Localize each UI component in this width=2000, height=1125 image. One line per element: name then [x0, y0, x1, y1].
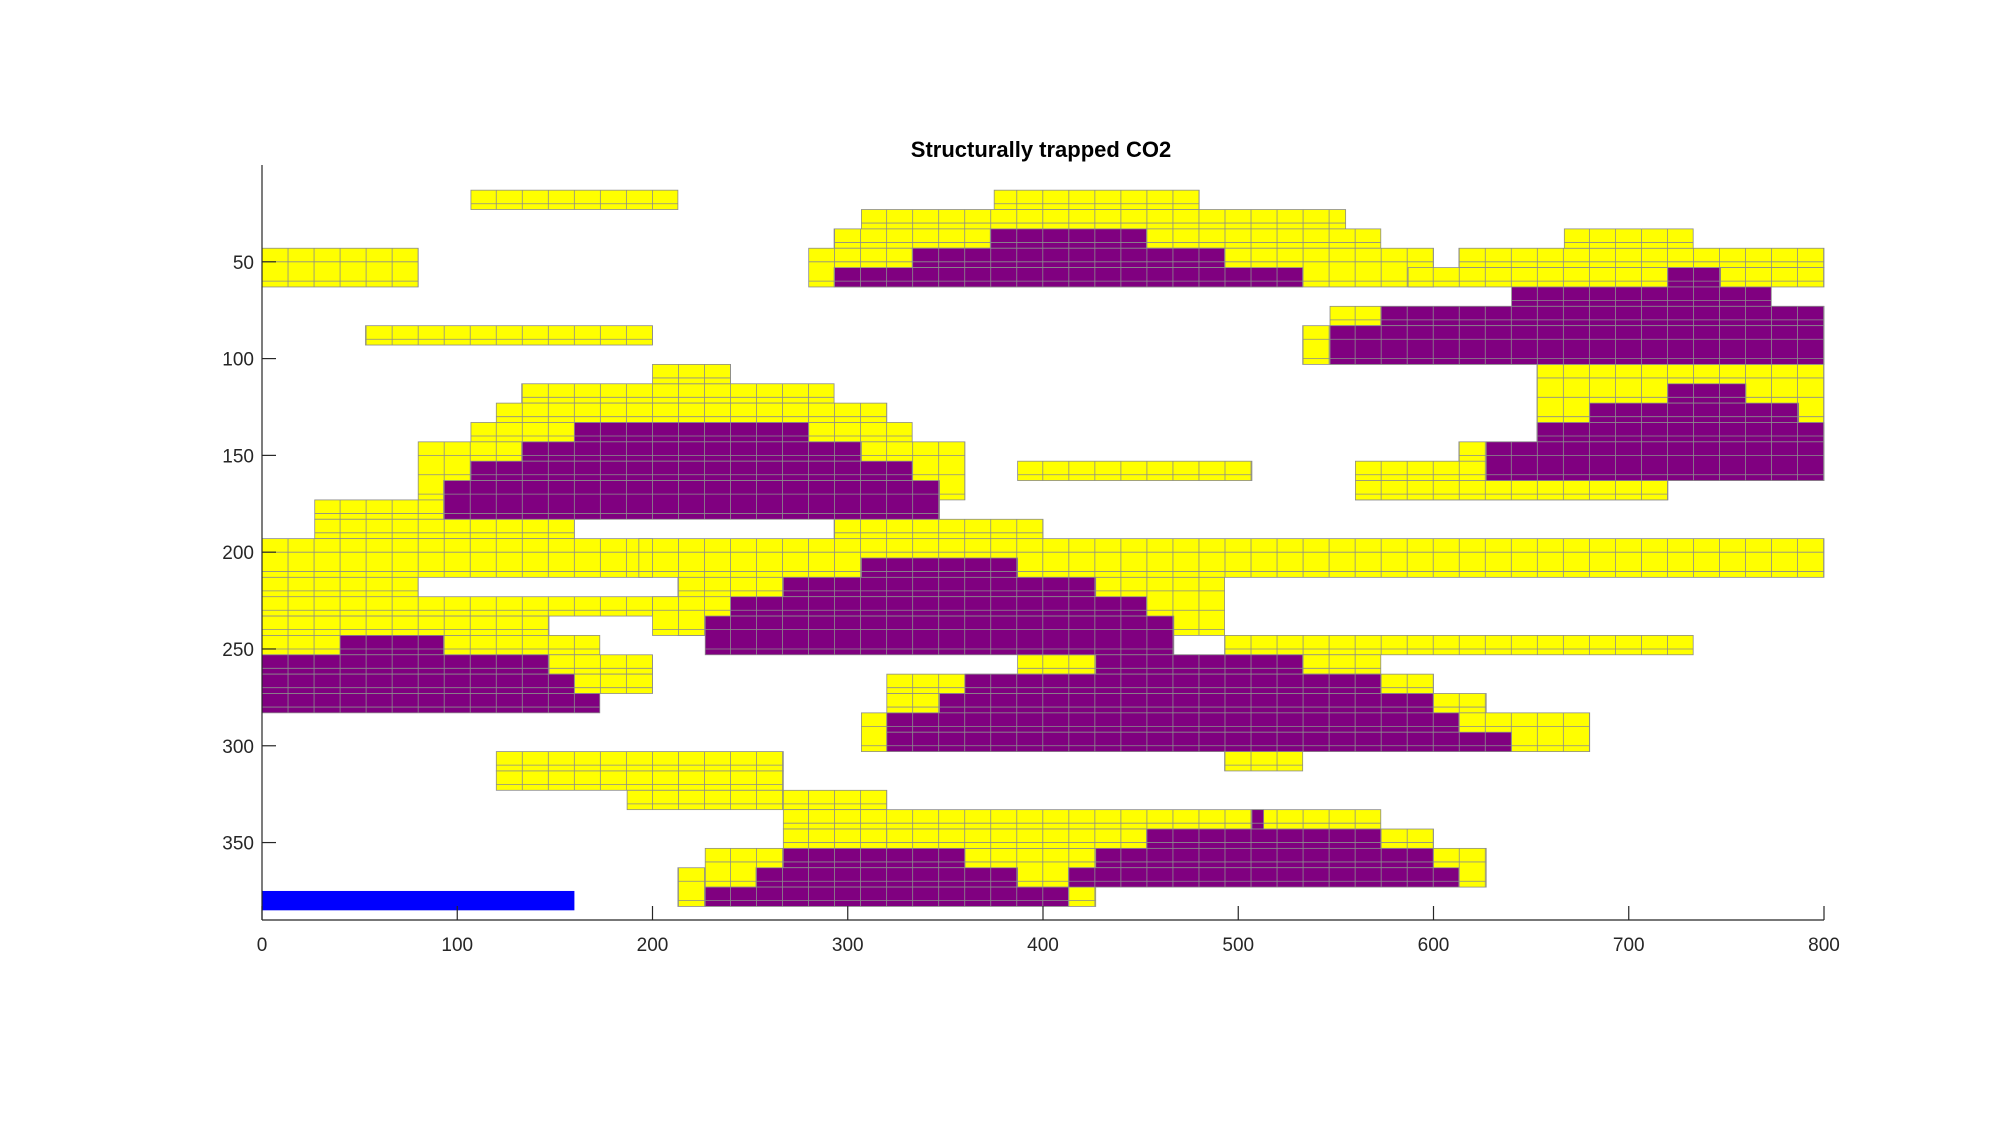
yellow-cell-grid — [495, 402, 888, 423]
yellow-region — [652, 364, 731, 384]
yellow-cell-grid — [365, 325, 653, 346]
purple-region — [1536, 422, 1824, 442]
y-ticks: 50 100 150 200 250 300 350 — [222, 253, 276, 855]
purple-region — [574, 422, 809, 442]
y-tick-label: 150 — [222, 446, 254, 467]
x-tick-label: 400 — [1027, 935, 1059, 956]
yellow-cell-grid — [1017, 460, 1253, 481]
yellow-region — [627, 790, 784, 810]
y-tick-label: 250 — [222, 640, 254, 661]
yellow-region — [262, 616, 550, 636]
yellow-cell-grid — [1563, 228, 1694, 249]
purple-region — [1380, 306, 1824, 326]
purple-cell-grid — [443, 480, 940, 520]
purple-cell-grid — [1329, 325, 1825, 365]
plot-area — [261, 189, 1825, 911]
purple-region — [443, 480, 940, 520]
yellow-region — [262, 596, 706, 617]
y-tick-label: 350 — [222, 834, 254, 855]
purple-cell-grid — [470, 460, 913, 481]
purple-region — [783, 577, 1096, 597]
yellow-region — [496, 770, 784, 791]
purple-region — [262, 693, 600, 713]
purple-cell-grid — [886, 731, 1512, 752]
purple-region — [990, 228, 1147, 249]
yellow-region — [783, 809, 1381, 830]
x-tick-label: 600 — [1418, 935, 1450, 956]
yellow-region — [496, 403, 887, 423]
yellow-cell-grid — [1224, 635, 1694, 656]
yellow-region — [638, 538, 1824, 578]
x-tick-label: 500 — [1222, 935, 1254, 956]
purple-cell-grid — [704, 615, 1175, 656]
yellow-region — [262, 538, 653, 578]
yellow-region — [783, 790, 887, 810]
yellow-region — [1017, 461, 1252, 481]
yellow-region — [861, 209, 1346, 229]
purple-cell-grid — [833, 267, 1304, 288]
purple-region — [470, 461, 913, 481]
x-tick-label: 100 — [441, 935, 473, 956]
purple-cell-grid — [861, 557, 1019, 578]
yellow-cell-grid — [652, 363, 731, 385]
y-tick-label: 300 — [222, 737, 254, 758]
purple-cell-grid — [521, 441, 862, 462]
series-blue — [262, 890, 575, 911]
x-tick-label: 200 — [637, 935, 669, 956]
axes: 0 100 200 300 400 500 600 700 800 50 100 150 200 250… — [222, 165, 1840, 956]
purple-region — [783, 848, 965, 868]
yellow-region — [677, 867, 706, 907]
x-tick-label: 800 — [1808, 935, 1840, 956]
purple-region — [939, 693, 1434, 713]
purple-region — [1667, 383, 1746, 404]
yellow-region — [994, 190, 1200, 210]
purple-cell-grid — [939, 693, 1434, 714]
purple-cell-grid — [964, 673, 1382, 694]
purple-region — [1068, 867, 1459, 888]
purple-region — [1330, 325, 1824, 365]
y-tick-label: 100 — [222, 350, 254, 371]
blue-region — [262, 890, 575, 911]
yellow-region — [1408, 267, 1824, 287]
y-tick-label: 50 — [233, 253, 254, 274]
yellow-region — [521, 383, 835, 404]
purple-region — [262, 654, 550, 675]
y-tick-label: 200 — [222, 543, 254, 564]
yellow-region — [496, 751, 784, 771]
purple-region — [1486, 441, 1824, 481]
yellow-cell-grid — [470, 189, 679, 210]
purple-region — [705, 616, 1174, 655]
purple-region — [861, 557, 1018, 578]
purple-region — [1095, 848, 1434, 868]
purple-region — [1667, 267, 1721, 287]
purple-region — [1251, 809, 1264, 830]
series-purple — [261, 228, 1825, 907]
chart-title: Structurally trapped CO2 — [911, 137, 1171, 162]
purple-cell-grid — [1146, 828, 1382, 849]
x-tick-label: 700 — [1613, 935, 1645, 956]
yellow-region — [365, 325, 653, 346]
x-ticks: 0 100 200 300 400 500 600 700 800 — [257, 906, 1840, 956]
purple-region — [1146, 829, 1381, 849]
purple-cell-grid — [704, 886, 1069, 907]
purple-region — [521, 441, 862, 462]
purple-cell-grid — [1067, 867, 1460, 888]
x-tick-label: 0 — [257, 935, 268, 956]
yellow-cell-grid — [638, 538, 1825, 578]
yellow-region — [574, 674, 653, 694]
purple-cell-grid — [730, 596, 1147, 617]
x-tick-label: 300 — [832, 935, 864, 956]
purple-region — [1589, 403, 1799, 423]
purple-cell-grid — [1485, 441, 1825, 481]
purple-region — [912, 248, 1225, 268]
yellow-region — [1564, 228, 1694, 249]
purple-region — [834, 267, 1303, 287]
